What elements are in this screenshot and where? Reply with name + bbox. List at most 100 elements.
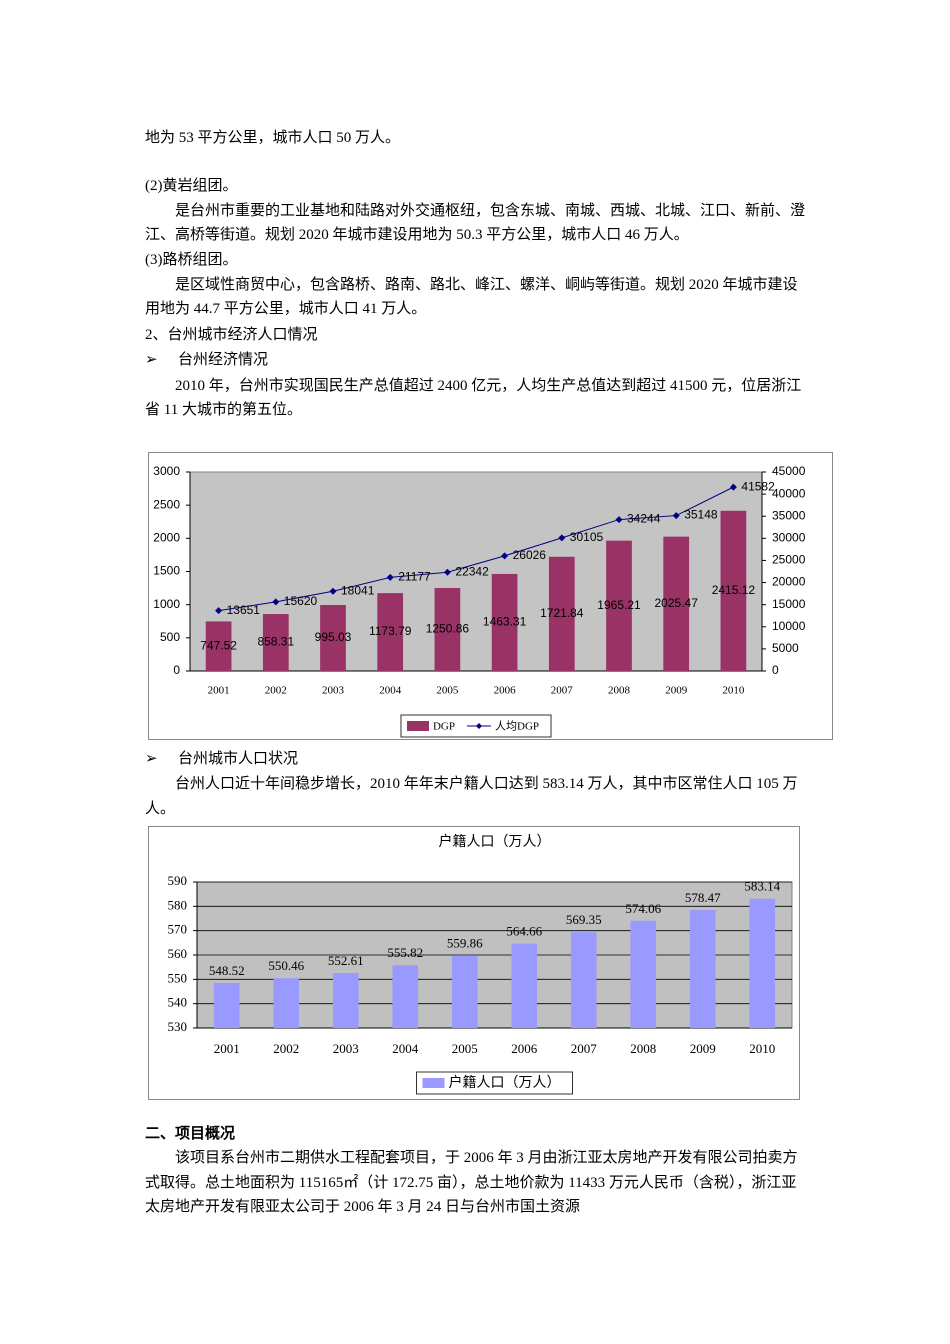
data-label: 574.06 <box>625 901 661 916</box>
bar <box>570 932 597 1028</box>
data-label: 13651 <box>227 603 261 617</box>
data-label: 2415.12 <box>712 583 756 597</box>
paragraph: 是区域性商贸中心，包含路桥、路南、路北、峰江、螺洋、峒屿等街道。规划 2020 … <box>145 276 798 318</box>
legend-swatch <box>476 723 482 729</box>
paragraph: 2010 年，台州市实现国民生产总值超过 2400 亿元，人均生产总值达到超过 … <box>145 377 802 419</box>
data-label: 35148 <box>684 508 718 522</box>
bar <box>720 510 747 671</box>
data-label: 552.61 <box>328 953 364 968</box>
bar <box>213 982 240 1028</box>
data-label: 995.03 <box>315 630 352 644</box>
data-label: 578.47 <box>685 890 721 905</box>
bar <box>663 536 690 671</box>
data-label: 583.14 <box>744 879 780 894</box>
y2-tick-label: 45000 <box>772 464 806 478</box>
point-marker <box>443 568 451 576</box>
chart: 户籍人口（万人） 530 540 550 560 570 580 590 2001 2002 200… <box>148 826 800 1100</box>
x-tick-label: 2002 <box>273 1041 299 1056</box>
x-tick-label: 2004 <box>379 685 402 697</box>
bar <box>205 621 232 671</box>
point-marker <box>558 534 566 542</box>
y-tick-label: 560 <box>168 946 188 961</box>
y2-tick-label: 30000 <box>772 531 806 545</box>
x-tick-label: 2005 <box>452 1041 478 1056</box>
bar <box>606 540 632 671</box>
x-tick-label: 2003 <box>333 1041 359 1056</box>
data-label: 559.86 <box>447 935 483 950</box>
data-label: 22342 <box>455 564 489 578</box>
data-label: 1463.31 <box>483 615 527 629</box>
x-tick-label: 2009 <box>690 1041 716 1056</box>
data-label: 747.52 <box>200 638 237 652</box>
bullet-icon: ➢ <box>145 751 158 767</box>
y-tick-label: 540 <box>168 995 188 1010</box>
point-marker <box>215 607 223 615</box>
bar <box>630 920 657 1028</box>
data-label: 858.31 <box>257 635 294 649</box>
legend: DGP 人均DGP <box>400 714 552 738</box>
y2-tick-label: 10000 <box>772 619 806 633</box>
bar <box>548 556 575 671</box>
data-label: 1721.84 <box>540 606 584 620</box>
y-tick-label: 570 <box>168 922 188 937</box>
x-tick-label: 2005 <box>436 685 459 697</box>
point-marker <box>386 573 394 581</box>
bullet-icon: ➢ <box>145 352 158 368</box>
y2-tick-label: 25000 <box>772 553 806 567</box>
bullet-item: ➢ 台州城市人口状况 <box>145 747 843 772</box>
x-tick-label: 2007 <box>571 1041 598 1056</box>
legend-label: 人均DGP <box>495 720 539 733</box>
x-tick-label: 2009 <box>665 685 688 697</box>
x-tick-label: 2001 <box>214 1041 240 1056</box>
bullet-text: 台州城市人口状况 <box>178 751 299 767</box>
data-label: 555.82 <box>387 945 423 960</box>
chart-title: 户籍人口（万人） <box>439 833 551 850</box>
x-tick-label: 2001 <box>208 685 230 697</box>
bullet-text: 台州经济情况 <box>178 352 269 368</box>
point-marker <box>615 516 623 524</box>
y-tick-label: 500 <box>160 630 180 644</box>
bar <box>262 614 289 671</box>
x-tick-label: 2007 <box>551 685 574 697</box>
x-tick-label: 2010 <box>749 1041 775 1056</box>
bar <box>273 978 300 1028</box>
data-label: 548.52 <box>209 963 245 978</box>
point-marker <box>272 598 280 606</box>
heading: 二、项目概况 <box>145 1126 236 1142</box>
legend: 户籍人口（万人） <box>416 1071 573 1095</box>
point-marker <box>729 483 737 491</box>
bar <box>332 972 359 1028</box>
y2-tick-label: 40000 <box>772 486 806 500</box>
data-label: 15620 <box>284 594 318 608</box>
x-tick-label: 2003 <box>322 685 345 697</box>
bar <box>392 965 419 1028</box>
bar <box>511 943 538 1028</box>
y-tick-label: 530 <box>168 1019 188 1034</box>
y-tick-label: 0 <box>173 663 180 677</box>
legend-box <box>416 1071 573 1095</box>
y2-tick-label: 35000 <box>772 508 806 522</box>
y-tick-label: 550 <box>168 970 188 985</box>
point-marker <box>501 552 509 560</box>
y-tick-label: 590 <box>168 873 188 888</box>
data-label: 26026 <box>513 548 547 562</box>
y-tick-label: 2000 <box>153 531 180 545</box>
data-label: 41582 <box>741 479 775 493</box>
x-tick-label: 2008 <box>608 685 631 697</box>
bar <box>451 955 478 1028</box>
y-tick-label: 3000 <box>153 464 180 478</box>
line <box>218 486 734 612</box>
bar <box>377 593 404 671</box>
x-tick-label: 2006 <box>511 1041 538 1056</box>
point-marker <box>329 587 337 595</box>
paragraph: 是台州市重要的工业基地和陆路对外交通枢纽，包含东城、南城、西城、北城、江口、新前… <box>145 202 806 244</box>
y2-tick-label: 15000 <box>772 597 806 611</box>
legend-label: 户籍人口（万人） <box>449 1074 561 1091</box>
data-label: 21177 <box>398 570 431 584</box>
y-tick-label: 1500 <box>153 564 180 578</box>
y-tick-label: 1000 <box>153 597 180 611</box>
x-tick-label: 2010 <box>722 685 745 697</box>
paragraph: 地为 53 平方公里，城市人口 50 万人。 <box>145 130 401 146</box>
data-label: 2025.47 <box>655 596 699 610</box>
